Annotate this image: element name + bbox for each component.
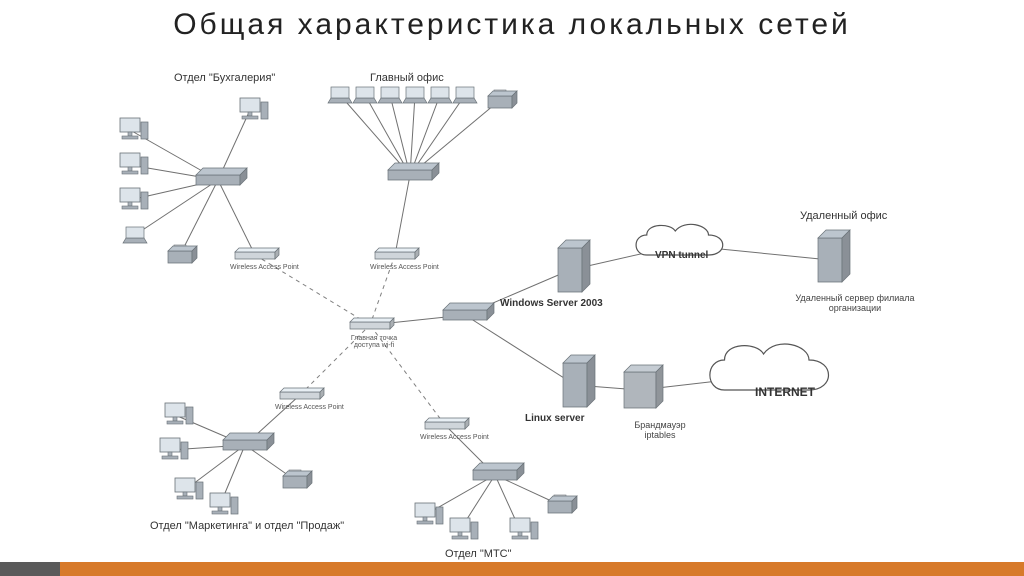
- node-m_lap6: [453, 87, 477, 103]
- node-mk_pc3: [175, 478, 203, 499]
- node-acc_pc1: [120, 118, 148, 139]
- node-mtc_pc1: [415, 503, 443, 524]
- node-mk_pc1: [165, 403, 193, 424]
- label-firewall: Брандмауэр iptables: [620, 420, 700, 440]
- node-mk_pc2: [160, 438, 188, 459]
- node-m_lap5: [428, 87, 452, 103]
- label-accounting: Отдел "Бухгалерия": [174, 72, 275, 84]
- node-acc_pc2: [120, 153, 148, 174]
- label-main-wap: Главная точка доступа wi-fi: [344, 335, 404, 349]
- label-winserver: Windows Server 2003: [500, 298, 603, 309]
- node-acc_pc3: [120, 188, 148, 209]
- label-wap-2: Wireless Access Point: [370, 264, 439, 271]
- label-main-office: Главный офис: [370, 72, 444, 84]
- node-acc_lap: [123, 227, 147, 243]
- node-cloud_net: [710, 344, 829, 390]
- node-m_lap4: [403, 87, 427, 103]
- label-linuxserver: Linux server: [525, 413, 584, 424]
- network-diagram: [0, 0, 1024, 576]
- node-mk_pc4: [210, 493, 238, 514]
- label-vpn: VPN tunnel: [655, 250, 708, 261]
- label-internet: INTERNET: [755, 385, 815, 399]
- node-mtc_pc2: [450, 518, 478, 539]
- label-marketing: Отдел "Маркетинга" и отдел "Продаж": [150, 520, 344, 532]
- label-remote-office: Удаленный офис: [800, 210, 887, 222]
- label-wap-3: Wireless Access Point: [275, 404, 344, 411]
- node-m_lap3: [378, 87, 402, 103]
- node-acc_pc4: [240, 98, 268, 119]
- node-mtc_pc3: [510, 518, 538, 539]
- node-m_lap2: [353, 87, 377, 103]
- label-wap-1: Wireless Access Point: [230, 264, 299, 271]
- footer-bar: [0, 562, 1024, 576]
- label-wap-4: Wireless Access Point: [420, 434, 489, 441]
- label-remote-server: Удаленный сервер филиала организации: [790, 293, 920, 313]
- label-mtc: Отдел "МТС": [445, 548, 512, 560]
- node-m_lap1: [328, 87, 352, 103]
